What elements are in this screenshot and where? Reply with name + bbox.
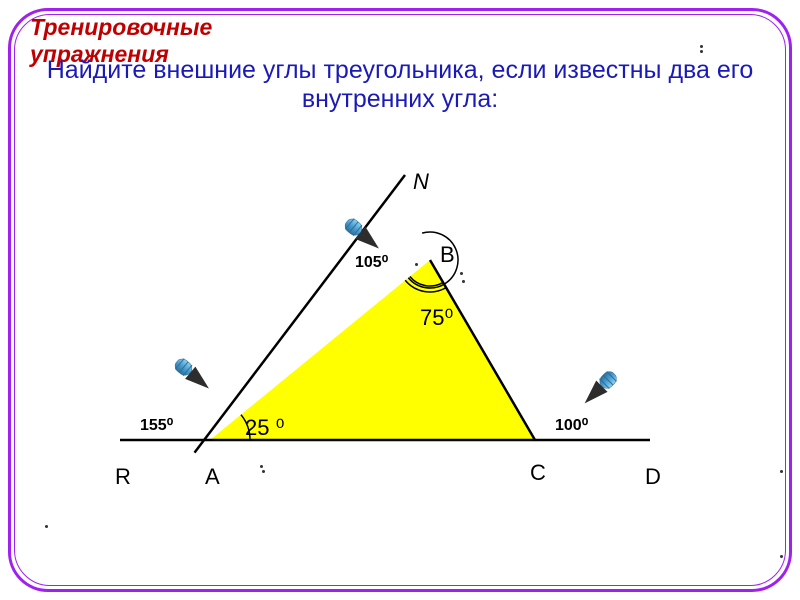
angle-C-exterior: 100⁰: [555, 415, 588, 435]
deco-dot: [45, 525, 48, 528]
deco-dot: [462, 280, 465, 283]
deco-dot: [780, 470, 783, 473]
point-label-A: A: [205, 464, 220, 490]
deco-dot: [700, 50, 703, 53]
deco-dot: [262, 470, 265, 473]
angle-A-exterior: 155⁰: [140, 415, 173, 435]
deco-dot: [260, 465, 263, 468]
angle-B-interior: 75⁰: [420, 305, 453, 331]
deco-dot: [780, 555, 783, 558]
deco-dot: [700, 45, 703, 48]
point-label-N: N: [413, 169, 429, 195]
point-label-D: D: [645, 464, 661, 490]
point-label-B: B: [440, 242, 455, 268]
problem-text: Найдите внешние углы треугольника, если …: [30, 56, 770, 114]
slide-stage: Тренировочные упражнения Найдите внешние…: [0, 0, 800, 600]
point-label-C: C: [530, 460, 546, 486]
point-label-R: R: [115, 464, 131, 490]
angle-A-interior: 25 ⁰: [245, 415, 284, 441]
deco-dot: [415, 263, 418, 266]
deco-dot: [460, 272, 463, 275]
